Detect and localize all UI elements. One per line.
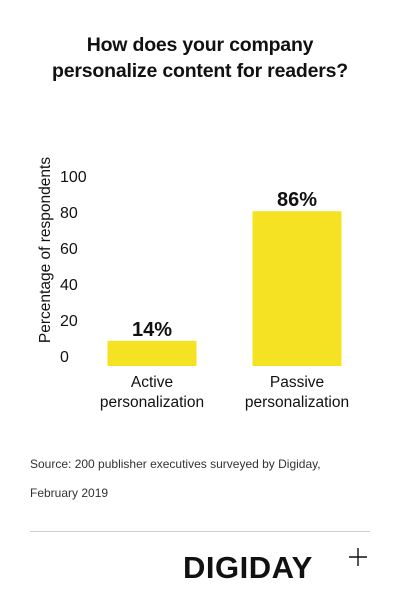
- digiday-logo: DIGIDAY: [183, 548, 373, 588]
- source-note: Source: 200 publisher executives surveye…: [30, 450, 370, 508]
- chart-title: How does your company personalize conten…: [20, 32, 380, 84]
- y-axis-ticks: 0 20 40 60 80 100: [60, 169, 87, 366]
- y-tick-label: 60: [60, 241, 78, 258]
- category-label: Active: [131, 374, 173, 391]
- category-labels: Active personalization Passive personalizat…: [100, 374, 349, 411]
- category-label: personalization: [100, 394, 204, 411]
- source-line-1: Source: 200 publisher executives surveye…: [30, 457, 321, 471]
- footer-divider: [30, 531, 370, 532]
- logo-wordmark: DIGIDAY: [183, 550, 313, 585]
- y-tick-label: 20: [60, 313, 78, 330]
- y-tick-label: 0: [60, 349, 69, 366]
- y-tick-label: 80: [60, 205, 78, 222]
- y-tick-label: 100: [60, 169, 87, 186]
- bar-value-label: 86%: [277, 189, 317, 211]
- bar-chart: Percentage of respondents 0 20 40 60 80 100 1…: [37, 157, 349, 411]
- bar: [107, 340, 197, 366]
- y-axis-label: Percentage of respondents: [37, 157, 54, 343]
- chart-title-line-2: personalize content for readers?: [52, 60, 348, 82]
- category-label: personalization: [245, 394, 349, 411]
- chart-title-line-1: How does your company: [86, 34, 314, 56]
- data-labels: 14% 86%: [132, 189, 317, 341]
- plus-icon: [349, 548, 367, 566]
- category-label: Passive: [270, 374, 324, 391]
- y-tick-label: 40: [60, 277, 78, 294]
- bar: [252, 211, 342, 366]
- bar-value-label: 14%: [132, 319, 172, 341]
- bars: [107, 211, 342, 366]
- source-line-2: February 2019: [30, 486, 109, 500]
